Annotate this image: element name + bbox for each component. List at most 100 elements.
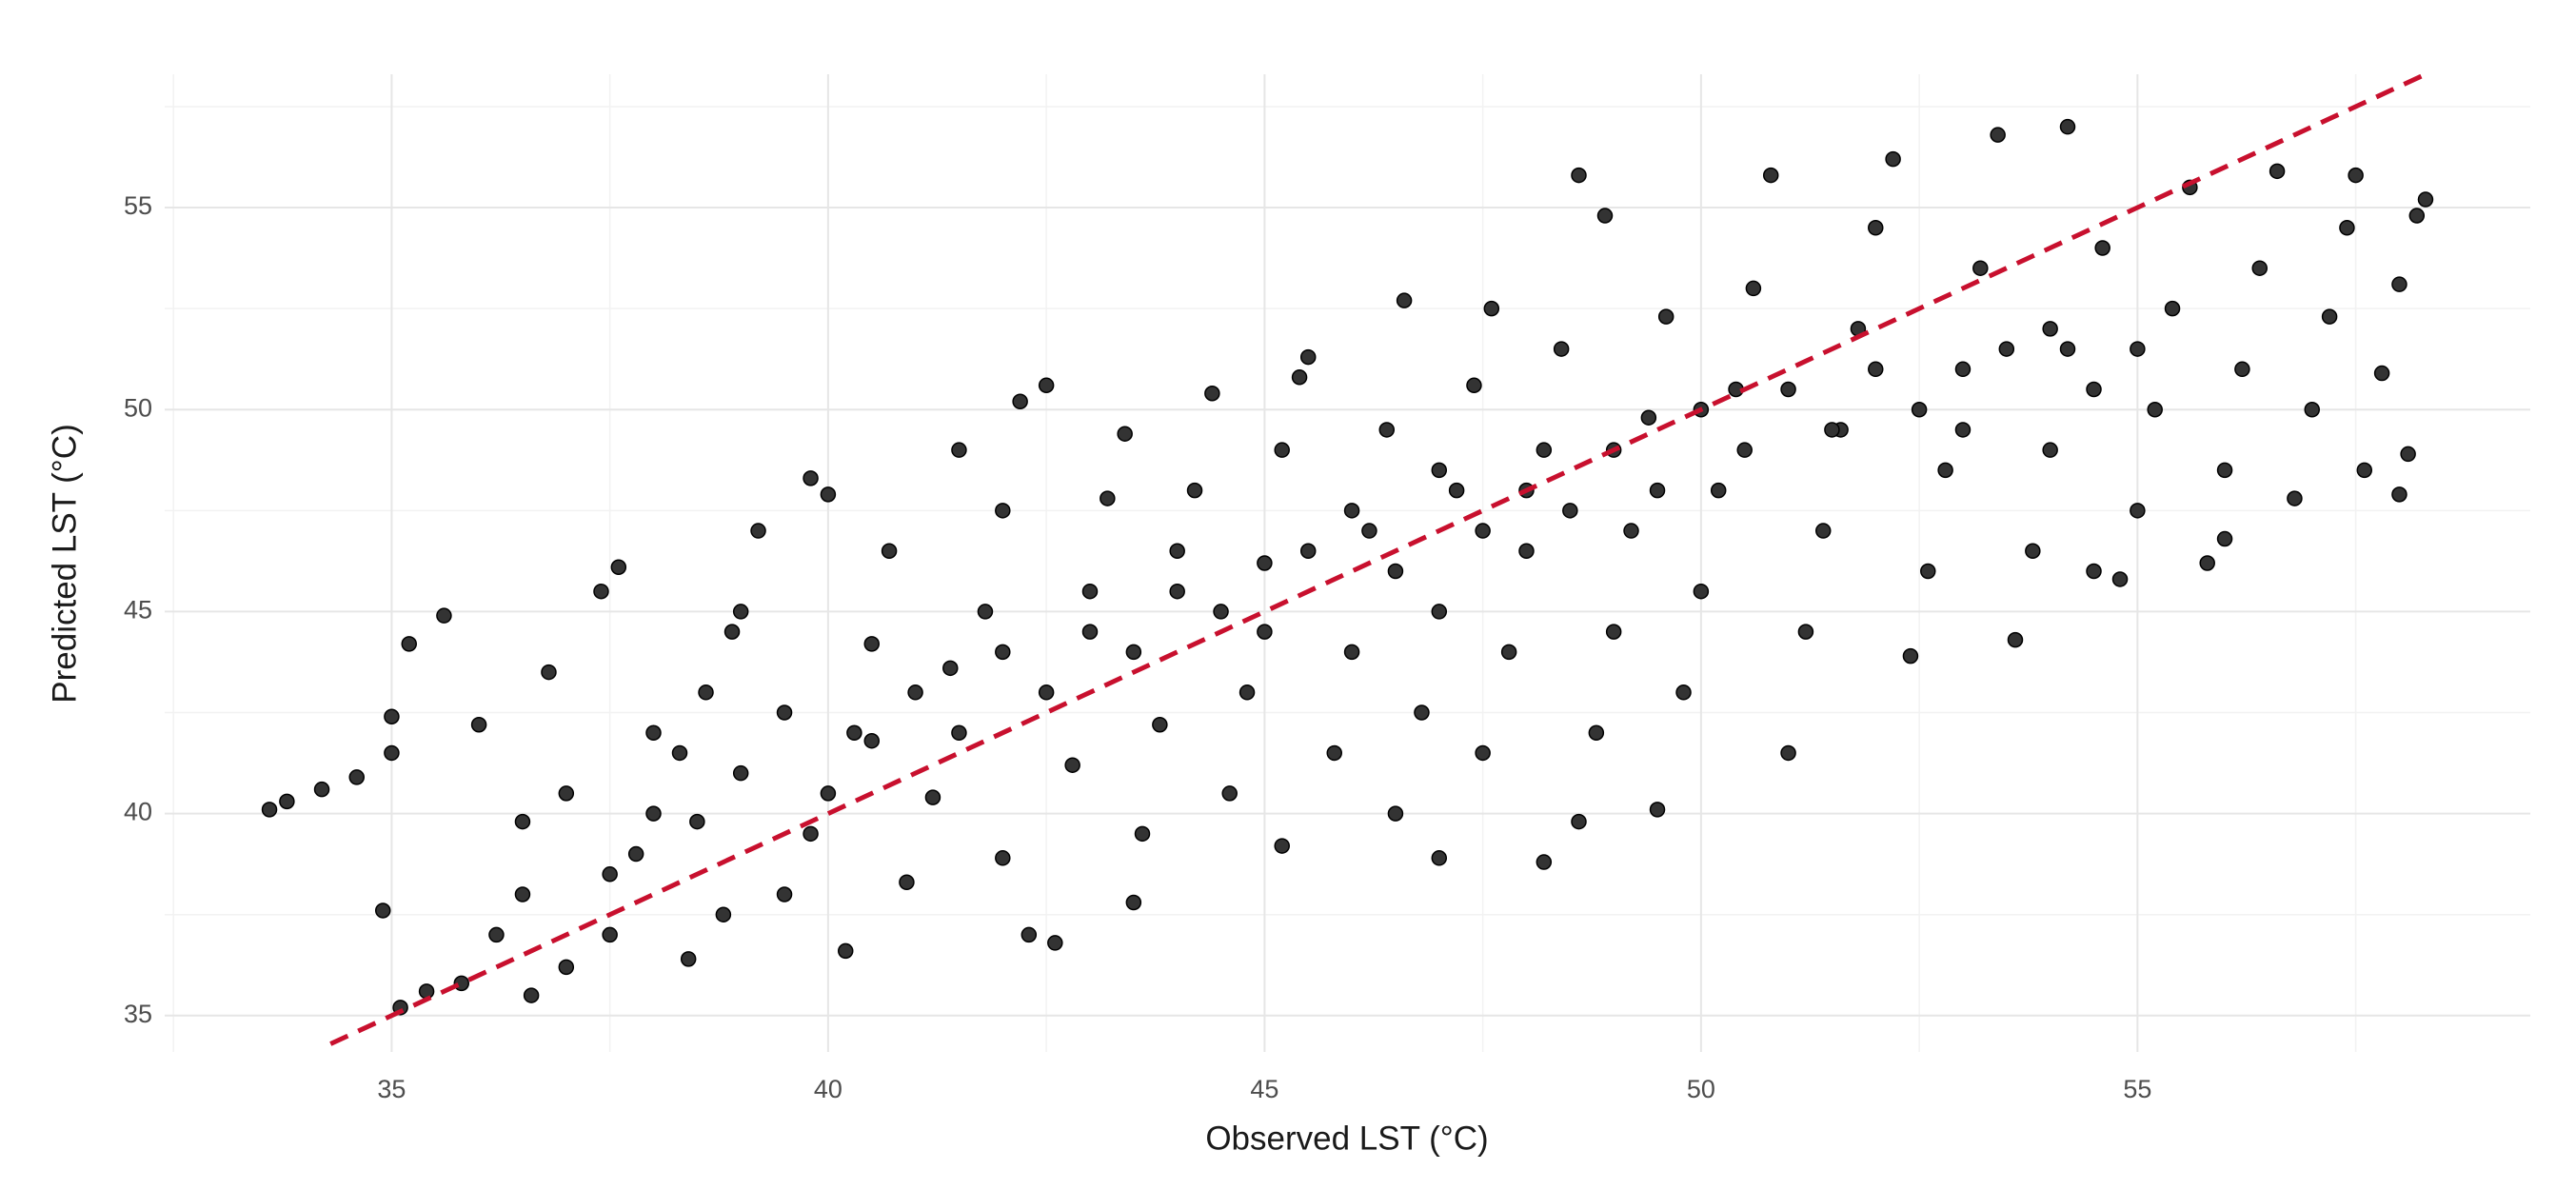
point: [1299, 348, 1317, 366]
point: [261, 802, 278, 818]
point: [837, 942, 854, 960]
point: [2216, 530, 2233, 547]
point: [1657, 308, 1674, 325]
point: [1047, 935, 1063, 951]
point: [2042, 321, 2058, 337]
y-tick-label: 40: [124, 798, 152, 826]
point: [1038, 377, 1055, 394]
point: [1911, 401, 1928, 418]
point: [2391, 486, 2408, 503]
point: [602, 926, 618, 943]
point: [523, 987, 540, 1003]
point: [1100, 490, 1116, 506]
point: [1920, 563, 1936, 580]
point: [1483, 300, 1500, 317]
point: [2321, 308, 2338, 325]
point: [1693, 583, 1710, 600]
x-tick-label: 40: [814, 1075, 842, 1103]
point: [2199, 555, 2215, 571]
point: [2269, 163, 2286, 180]
point: [907, 684, 923, 701]
point: [689, 813, 705, 830]
point: [2164, 300, 2181, 317]
point: [2042, 442, 2058, 458]
point: [723, 624, 741, 640]
point: [1623, 523, 1639, 539]
point: [1213, 604, 1229, 620]
point: [698, 684, 714, 701]
x-tick-label: 45: [1250, 1075, 1278, 1103]
point: [863, 732, 880, 749]
point: [846, 724, 862, 741]
reference-line: [329, 71, 2427, 1046]
point: [776, 886, 793, 902]
point: [1937, 462, 1953, 479]
point: [1815, 523, 1832, 539]
point: [942, 660, 959, 677]
point: [1745, 280, 1762, 297]
point: [1824, 422, 1840, 438]
point: [951, 724, 967, 741]
point: [1378, 422, 1396, 438]
labels: Observed LST (°C) Predicted LST (°C) 35 4…: [46, 191, 2151, 1157]
point: [977, 604, 994, 620]
point: [863, 636, 880, 652]
point: [1064, 757, 1080, 773]
point: [2287, 490, 2303, 506]
point: [1475, 523, 1491, 539]
x-tick-label: 35: [377, 1075, 406, 1103]
point: [1649, 482, 1666, 499]
point: [541, 664, 557, 681]
point: [645, 724, 662, 741]
point: [1762, 167, 1779, 184]
point: [645, 805, 662, 822]
point: [1221, 785, 1238, 802]
point: [1387, 563, 1404, 580]
x-axis-title: Observed LST (°C): [1205, 1120, 1488, 1157]
point: [1536, 854, 1553, 870]
point: [2348, 167, 2364, 184]
point: [1954, 361, 1972, 378]
point: [820, 785, 837, 802]
point: [2373, 365, 2390, 382]
points: [261, 118, 2434, 1016]
point: [1885, 150, 1901, 168]
point: [384, 708, 400, 725]
point: [2304, 401, 2321, 418]
point: [470, 717, 487, 733]
point: [1500, 644, 1517, 661]
point: [1081, 624, 1099, 640]
point: [1536, 442, 1553, 458]
point: [1414, 704, 1430, 721]
point: [924, 789, 941, 805]
point: [514, 813, 531, 830]
point: [776, 704, 793, 721]
point: [1186, 482, 1203, 499]
point: [2059, 341, 2076, 357]
point: [1431, 604, 1448, 620]
point: [1780, 381, 1796, 398]
point: [1640, 409, 1657, 426]
point: [1169, 583, 1185, 600]
y-tick-label: 55: [124, 191, 152, 220]
point: [2251, 260, 2268, 276]
point: [2086, 563, 2102, 580]
point: [671, 744, 688, 762]
point: [2094, 240, 2110, 256]
point: [2408, 208, 2426, 224]
point: [514, 886, 531, 902]
grid: [165, 74, 2530, 1052]
point: [2130, 341, 2146, 357]
point: [1902, 647, 1919, 664]
point: [1134, 825, 1151, 843]
point: [1274, 442, 1290, 458]
point: [1152, 717, 1168, 733]
point: [1238, 684, 1256, 701]
point: [1475, 744, 1491, 762]
point: [279, 793, 295, 810]
y-tick-label: 35: [124, 1000, 152, 1028]
x-tick-label: 55: [2123, 1075, 2151, 1103]
point: [2216, 462, 2233, 479]
point: [2339, 220, 2355, 236]
point: [2391, 276, 2408, 292]
